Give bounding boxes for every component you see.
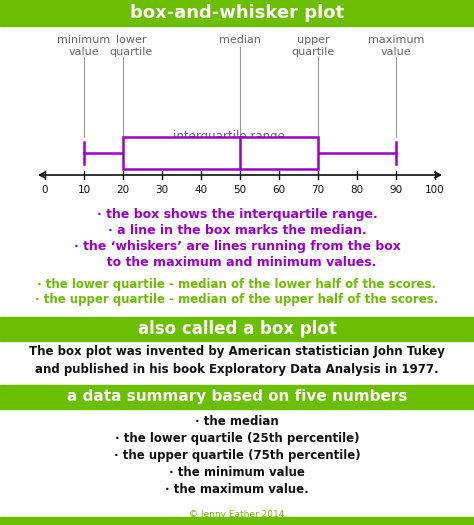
Text: lower
quartile: lower quartile	[109, 35, 153, 57]
Text: 0: 0	[42, 185, 48, 195]
Text: 60: 60	[273, 185, 285, 195]
Bar	[123, 137, 318, 169]
Text: · the minimum value: · the minimum value	[169, 466, 305, 479]
Text: 40: 40	[194, 185, 208, 195]
Text: minimum
value: minimum value	[57, 35, 110, 57]
Text: · a line in the box marks the median.: · a line in the box marks the median.	[108, 224, 366, 237]
Text: 10: 10	[77, 185, 91, 195]
Text: · the ‘whiskers’ are lines running from the box: · the ‘whiskers’ are lines running from …	[73, 240, 401, 253]
Text: 70: 70	[311, 185, 325, 195]
Text: maximum
value: maximum value	[368, 35, 424, 57]
Text: a data summary based on five numbers: a data summary based on five numbers	[67, 390, 407, 404]
Bar	[0, 0, 474, 26]
Text: · the lower quartile - median of the lower half of the scores.: · the lower quartile - median of the low…	[37, 278, 437, 291]
Text: · the maximum value.: · the maximum value.	[165, 483, 309, 496]
Text: · the upper quartile (75th percentile): · the upper quartile (75th percentile)	[114, 449, 360, 462]
Text: 80: 80	[350, 185, 364, 195]
Text: 20: 20	[117, 185, 129, 195]
Text: · the upper quartile - median of the upper half of the scores.: · the upper quartile - median of the upp…	[35, 293, 439, 306]
Text: © Jenny Eather 2014: © Jenny Eather 2014	[189, 510, 285, 519]
Text: 90: 90	[390, 185, 402, 195]
Text: · the median: · the median	[195, 415, 279, 428]
Text: median: median	[219, 35, 261, 45]
Bar	[0, 517, 474, 525]
Text: · the lower quartile (25th percentile): · the lower quartile (25th percentile)	[115, 432, 359, 445]
Text: 50: 50	[233, 185, 246, 195]
Text: The box plot was invented by American statistician John Tukey: The box plot was invented by American st…	[29, 345, 445, 358]
Text: upper
quartile: upper quartile	[292, 35, 335, 57]
Text: 30: 30	[155, 185, 169, 195]
Text: box-and-whisker plot: box-and-whisker plot	[130, 4, 344, 22]
Text: interquartile range: interquartile range	[173, 130, 284, 143]
Text: also called a box plot: also called a box plot	[137, 320, 337, 338]
Text: and published in his book Exploratory Data Analysis in 1977.: and published in his book Exploratory Da…	[35, 363, 439, 376]
Bar	[0, 317, 474, 341]
Text: to the maximum and minimum values.: to the maximum and minimum values.	[98, 256, 376, 269]
Text: · the box shows the interquartile range.: · the box shows the interquartile range.	[97, 208, 377, 221]
Bar	[0, 385, 474, 409]
Text: 100: 100	[425, 185, 445, 195]
